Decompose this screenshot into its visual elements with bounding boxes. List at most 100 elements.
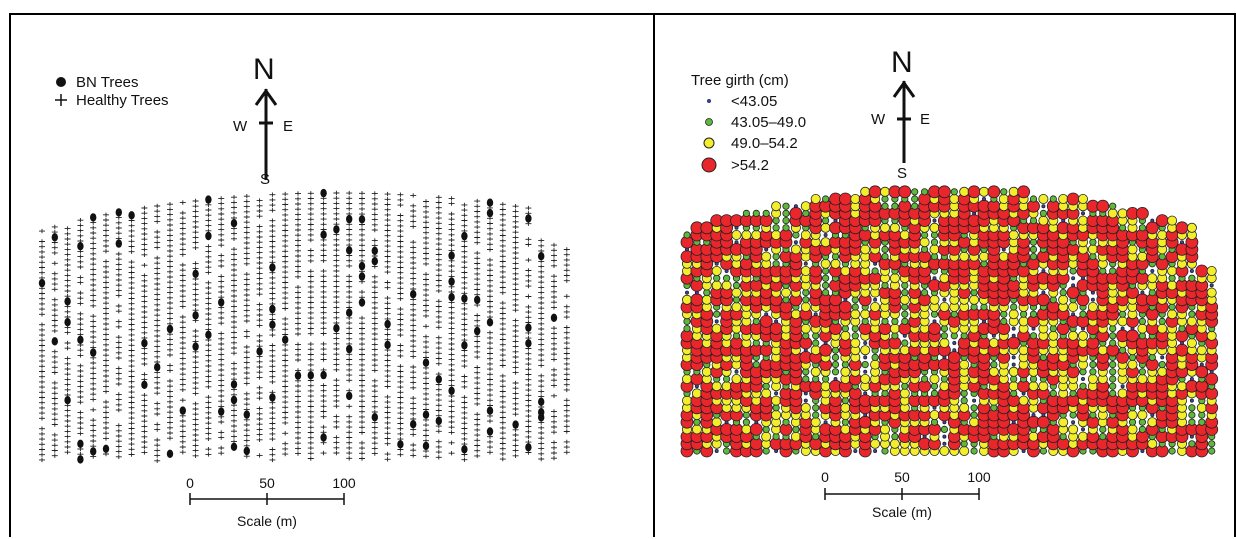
bn-tree-marker [205,231,212,241]
tree-girth-marker [789,206,803,220]
bn-tree-marker [461,231,468,241]
tree-rows [38,188,558,464]
tree-girth-marker [881,202,889,210]
tree-girth-marker [1068,330,1079,341]
tree-girth-marker [732,281,741,289]
tree-girth-marker [1109,360,1117,369]
bn-tree-marker [115,208,123,217]
tree-girth-marker [932,218,937,223]
tree-girth-marker [1157,229,1168,240]
tree-girth-marker [833,376,838,381]
bn-tree-marker [461,445,468,454]
tree-girth-marker [1058,417,1069,428]
tree-girth-marker [1157,366,1168,377]
tree-girth-marker [879,424,890,435]
compass-north: N [891,46,913,79]
tree-girth-marker [1077,330,1088,341]
bn-tree-marker [448,277,455,286]
tree-girth-marker [1138,368,1146,376]
tree-girth-marker [1147,417,1158,428]
tree-girth-marker [774,319,779,324]
tree-girth-marker [889,222,900,233]
tree-girth-marker [860,186,871,197]
tree-girth-marker [810,417,821,428]
left-scale-line [189,493,345,505]
tree-girth-marker [901,288,909,297]
tree-girth-marker [1157,323,1168,334]
tree-girth-marker [879,186,890,197]
tree-girth-marker [1010,303,1018,311]
right-compass-arrow [892,80,916,163]
tree-girth-marker [800,201,811,212]
tree-girth-marker [803,398,808,403]
tree-girth-marker [681,294,692,305]
healthy-tree-markers [39,190,570,463]
tree-girth-marker [831,360,840,369]
tree-girth-marker [761,431,772,442]
tree-girth-marker [752,209,760,217]
bn-tree-marker [346,344,353,354]
bn-tree-marker [192,269,199,278]
tree-girth-marker [691,388,702,399]
tree-girth-marker [1188,418,1196,426]
tree-girth-marker [1018,345,1029,356]
compass-west: W [871,111,886,128]
tree-girth-marker [1188,310,1196,318]
tree-girth-marker [870,438,881,449]
tree-girth-marker [901,317,909,325]
bn-tree-marker [486,427,494,436]
tree-girth-marker [1120,326,1125,331]
tree-girth-marker [800,301,811,312]
tree-girth-marker [1189,398,1194,403]
tree-girth-marker [820,258,831,269]
scale-tick-50: 50 [894,469,910,485]
tree-girth-marker [920,188,929,196]
tree-girth-marker [1031,412,1036,417]
tree-girth-marker [1208,447,1216,455]
bn-tree-marker [320,370,327,380]
tree-girth-marker [1008,229,1019,240]
tree-girth-marker [1068,424,1079,435]
bn-tree-marker [448,386,455,395]
bn-tree-marker [230,395,238,405]
tree-girth-marker [861,360,869,369]
tree-girth-marker [1109,339,1117,347]
tree-girth-marker [711,280,722,291]
tree-girth-marker [781,287,792,298]
tree-girth-marker [1038,381,1049,392]
bn-tree-marker [269,393,276,402]
tree-girth-marker [1158,360,1166,369]
tree-girth-marker [793,240,798,245]
tree-girth-marker [873,297,878,302]
tree-girth-marker [1140,290,1145,295]
tree-girth-marker [1097,345,1108,356]
tree-girth-marker [950,188,958,196]
bn-tree-marker [486,208,494,218]
bn-tree-marker [538,397,545,406]
bn-tree-marker [269,263,276,272]
tree-girth-marker [1109,332,1117,340]
tree-girth-marker [1036,415,1050,429]
tree-girth-marker [1137,373,1148,384]
tree-girth-marker [761,251,772,262]
tree-girth-marker [691,424,702,435]
bn-tree-marker [90,348,97,357]
tree-girth-marker [1186,222,1197,233]
right-map-panel: Tree girth (cm) <43.05 43.05–49.0 49.0–5… [653,13,1236,537]
tree-girth-marker [1109,382,1117,390]
compass-west: W [233,118,248,135]
tree-girth-marker [1028,431,1039,442]
tree-girth-marker [683,324,691,333]
tree-girth-marker [782,202,790,210]
tree-girth-marker [1029,253,1038,261]
tree-girth-marker [929,222,940,233]
bn-tree-marker [192,311,199,320]
tree-girth-marker [771,229,782,240]
tree-girth-marker [800,229,811,240]
tree-girth-marker [1041,204,1046,209]
tree-girth-marker [1099,432,1107,441]
tree-girth-marker [1150,268,1155,273]
bn-tree-marker [256,347,263,356]
tree-girth-marker [771,409,782,420]
tree-girth-marker [1167,309,1178,320]
